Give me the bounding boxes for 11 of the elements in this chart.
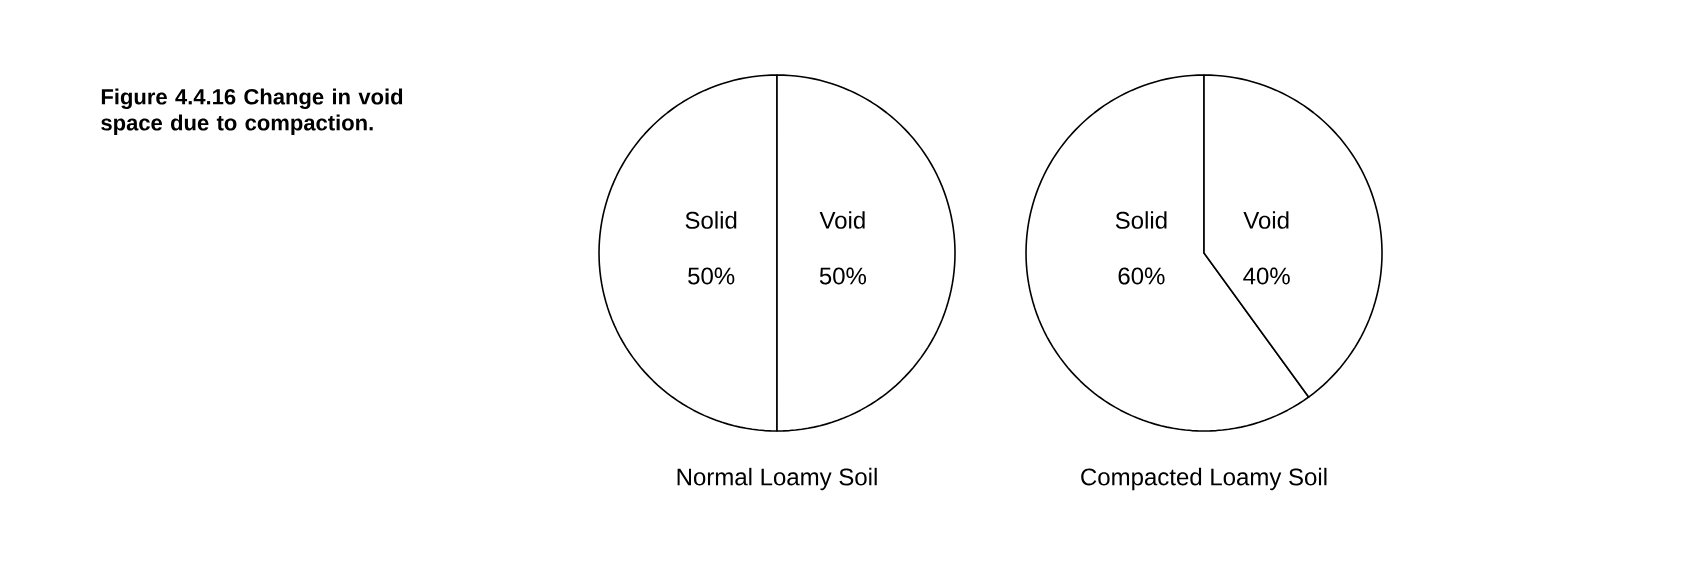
data-label: 40% [1243, 267, 1290, 285]
text: Normal Loamy Soil [677, 467, 877, 491]
slice-label: Solid [1115, 211, 1167, 229]
data-label: 50% [819, 267, 867, 285]
slice-label: Void [1243, 211, 1289, 229]
data-label: 60% [1118, 267, 1165, 285]
slice-label: Solid [685, 211, 737, 229]
data-label: 50% [688, 267, 735, 285]
text: Compacted Loamy Soil [1081, 467, 1327, 491]
text: Figure 4.4.16 Change in void space due to compaction. [101, 88, 403, 135]
slice-label: Void [819, 211, 865, 229]
